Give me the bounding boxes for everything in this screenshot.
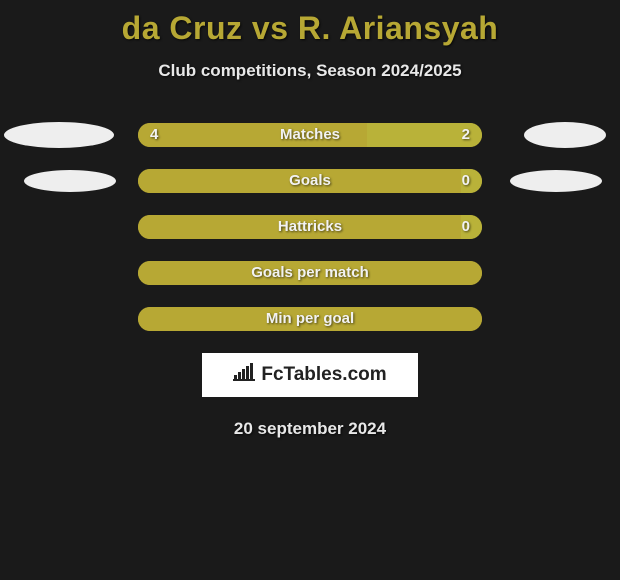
- stat-row: Min per goal: [0, 307, 620, 331]
- bar-value-right: 2: [462, 123, 470, 147]
- stat-row: Goals0: [0, 169, 620, 193]
- page-title: da Cruz vs R. Ariansyah: [0, 0, 620, 47]
- right-ellipse: [524, 122, 606, 148]
- date-label: 20 september 2024: [0, 419, 620, 439]
- stat-row: Matches4 2: [0, 123, 620, 147]
- logo-text: FcTables.com: [261, 364, 386, 386]
- right-ellipse: [510, 170, 602, 192]
- bar-track: Hattricks0: [138, 215, 482, 239]
- logo: FcTables.com: [202, 353, 418, 397]
- bar-label: Goals per match: [138, 261, 482, 285]
- bar-label: Goals: [138, 169, 482, 193]
- bar-value-right: 0: [462, 215, 470, 239]
- bar-label: Hattricks: [138, 215, 482, 239]
- bar-track: Matches4 2: [138, 123, 482, 147]
- bar-label: Matches: [138, 123, 482, 147]
- bar-value-right: 0: [462, 169, 470, 193]
- bar-label: Min per goal: [138, 307, 482, 331]
- stat-row: Goals per match: [0, 261, 620, 285]
- bar-value-left: 4: [150, 123, 158, 147]
- left-ellipse: [24, 170, 116, 192]
- stat-row: Hattricks0: [0, 215, 620, 239]
- page-subtitle: Club competitions, Season 2024/2025: [0, 61, 620, 81]
- comparison-rows: Matches42Goals0Hattricks0Goals per match…: [0, 123, 620, 331]
- bar-track: Min per goal: [138, 307, 482, 331]
- bar-track: Goals per match: [138, 261, 482, 285]
- left-ellipse: [4, 122, 114, 148]
- bar-track: Goals0: [138, 169, 482, 193]
- logo-chart-icon: [233, 363, 255, 387]
